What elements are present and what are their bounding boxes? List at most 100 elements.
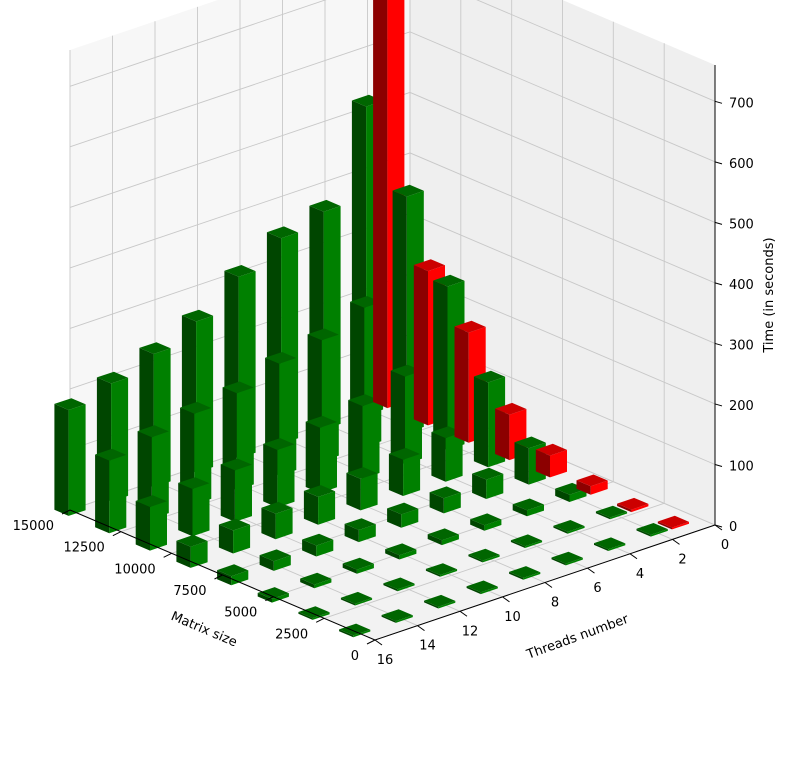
bar-right-face bbox=[523, 572, 541, 580]
bar-t10-m5000 bbox=[385, 543, 417, 560]
bar-left-face bbox=[381, 615, 396, 623]
z-tick bbox=[714, 100, 723, 104]
y-tick bbox=[417, 625, 425, 632]
bar-right-face bbox=[569, 488, 587, 502]
bar-right-face bbox=[231, 570, 249, 586]
bar-top-face bbox=[302, 533, 334, 546]
bar-t1-m7000 bbox=[535, 443, 567, 478]
bar-right-face bbox=[438, 600, 456, 609]
bar-top-face bbox=[509, 566, 541, 578]
x-tick bbox=[315, 617, 325, 623]
bar-left-face bbox=[495, 408, 510, 461]
z-gridline bbox=[69, 152, 716, 284]
bar-top-face bbox=[594, 537, 626, 550]
bar-t10-m1000 bbox=[466, 580, 498, 595]
bar-right-face bbox=[192, 483, 210, 537]
bar-top-face bbox=[617, 497, 649, 510]
bar-top-face bbox=[176, 534, 208, 547]
bar-left-face bbox=[259, 555, 274, 571]
bar-left-face bbox=[594, 543, 609, 551]
z-tick bbox=[714, 342, 723, 346]
bar-top-face bbox=[381, 609, 413, 622]
bar-top-face bbox=[348, 394, 380, 407]
bar-left-face bbox=[510, 540, 526, 548]
bar-t16-m1000 bbox=[339, 623, 371, 638]
bar-t10-m3000 bbox=[425, 563, 458, 577]
bar-right-face bbox=[567, 526, 585, 534]
bar-t10-m7000 bbox=[344, 518, 376, 543]
bar-top-face bbox=[298, 606, 330, 619]
chart-bars bbox=[54, 0, 689, 638]
bar-t6-m1000 bbox=[551, 551, 583, 566]
bar-top-face bbox=[657, 515, 689, 528]
y-tick-label: 8 bbox=[551, 596, 559, 611]
bar-left-face bbox=[298, 612, 313, 620]
bar-left-face bbox=[555, 488, 570, 502]
bar-left-face bbox=[425, 568, 441, 577]
bar-t16-m11000 bbox=[135, 495, 167, 551]
bar-right-face bbox=[480, 586, 498, 595]
z-tick bbox=[714, 282, 723, 286]
z-tick bbox=[714, 403, 723, 407]
bar-right-face bbox=[399, 549, 417, 560]
y-tick-label: 6 bbox=[593, 581, 601, 596]
bar-top-face bbox=[217, 564, 249, 577]
bar-left-face bbox=[553, 525, 568, 534]
bar-left-face bbox=[433, 280, 448, 450]
bar-left-face bbox=[388, 453, 404, 496]
bar-right-face bbox=[525, 540, 543, 548]
bar-left-face bbox=[657, 521, 672, 530]
x-tick bbox=[265, 596, 274, 602]
bar-left-face bbox=[383, 583, 398, 592]
bar-t16-m3000 bbox=[298, 606, 330, 620]
bar-right-face bbox=[234, 464, 252, 522]
bar-top-face bbox=[180, 401, 212, 414]
bar-right-face bbox=[650, 529, 668, 537]
y-tick bbox=[587, 567, 595, 574]
bar-top-face bbox=[512, 498, 544, 511]
bar-left-face bbox=[466, 586, 481, 595]
bar-right-face bbox=[362, 400, 380, 479]
bar-left-face bbox=[472, 473, 487, 499]
bar-left-face bbox=[344, 523, 359, 543]
bar-left-face bbox=[346, 472, 361, 511]
bar-right-face bbox=[486, 473, 504, 499]
bar-left-face bbox=[390, 370, 405, 465]
bar-t16-m5000 bbox=[257, 587, 289, 603]
bar-top-face bbox=[263, 438, 295, 450]
bar-top-face bbox=[535, 443, 567, 456]
bar-right-face bbox=[314, 578, 332, 589]
chart-axes bbox=[61, 65, 723, 646]
y-tick bbox=[502, 596, 510, 603]
bar-left-face bbox=[424, 600, 439, 609]
bar-top-face bbox=[466, 580, 498, 593]
bar-top-face bbox=[346, 467, 378, 479]
bar-right-face bbox=[275, 508, 293, 540]
x-tick bbox=[214, 574, 223, 580]
bar-right-face bbox=[631, 503, 649, 513]
bar-top-face bbox=[137, 425, 169, 438]
bar-t1-m1000 bbox=[657, 515, 689, 530]
bar-top-face bbox=[636, 523, 668, 535]
bar-left-face bbox=[535, 449, 550, 478]
bar-top-face bbox=[139, 342, 171, 354]
bar-right-face bbox=[272, 593, 289, 603]
bar-t10-m11000 bbox=[263, 438, 295, 508]
bar-left-face bbox=[342, 563, 357, 574]
bar-right-face bbox=[484, 519, 502, 531]
bar-top-face bbox=[220, 458, 252, 471]
z-axis-label: Time (in seconds) bbox=[762, 237, 777, 353]
bar-right-face bbox=[360, 473, 378, 511]
bar-t6-m9000 bbox=[388, 447, 421, 496]
bar-left-face bbox=[551, 557, 566, 566]
z-tick-label: 100 bbox=[729, 459, 754, 474]
bar-right-face bbox=[190, 541, 208, 568]
x-tick-label: 2500 bbox=[275, 627, 308, 642]
bar-right-face bbox=[358, 524, 376, 543]
bar-right-face bbox=[355, 598, 373, 606]
bar-t16-m15000 bbox=[54, 398, 86, 516]
bar-right-face bbox=[403, 454, 421, 496]
y-tick bbox=[544, 582, 553, 588]
bar-top-face bbox=[95, 448, 127, 461]
bar-top-face bbox=[344, 518, 376, 530]
